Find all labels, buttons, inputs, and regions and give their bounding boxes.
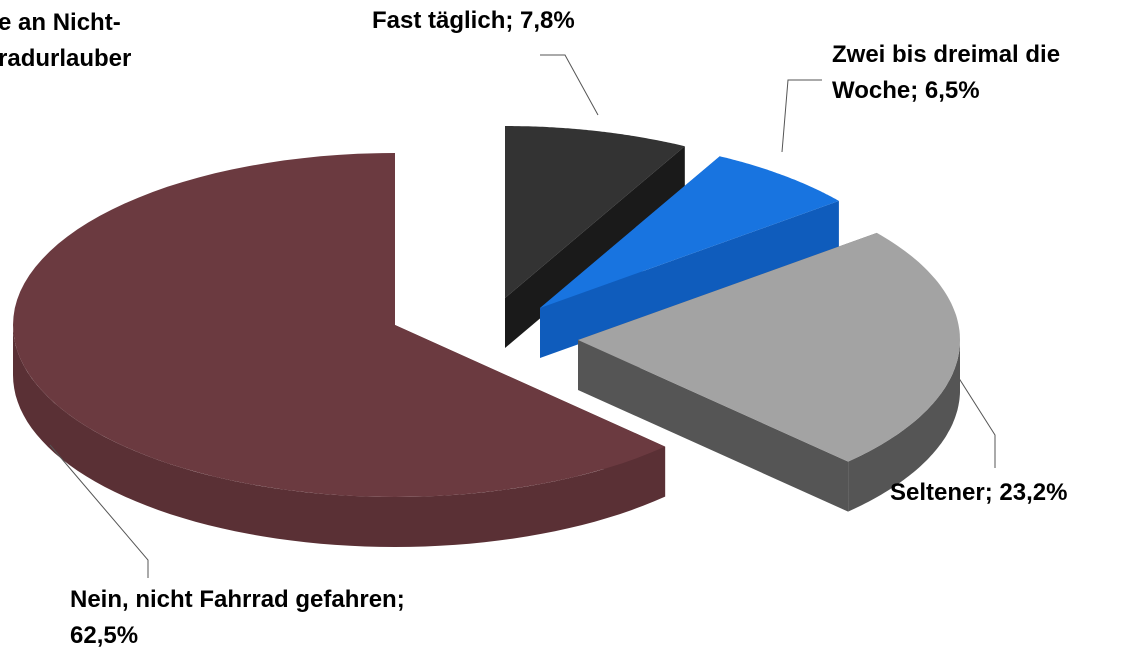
leader-line bbox=[540, 54, 599, 116]
chart-title: radurlauber bbox=[0, 45, 131, 72]
leader-line bbox=[781, 79, 822, 153]
slice-side bbox=[848, 340, 960, 512]
slice bbox=[505, 126, 685, 298]
leader-line bbox=[49, 444, 149, 578]
data-label: Nein, nicht Fahrrad gefahren; bbox=[70, 586, 405, 613]
slice-side bbox=[540, 200, 839, 358]
data-label: Zwei bis dreimal die bbox=[832, 41, 1060, 68]
pie bbox=[13, 126, 960, 547]
slice bbox=[578, 232, 960, 462]
slice-side bbox=[13, 325, 666, 547]
leader-line bbox=[954, 371, 996, 468]
slice bbox=[13, 153, 666, 497]
slice bbox=[540, 156, 839, 308]
data-label: Fast täglich; 7,8% bbox=[372, 7, 575, 34]
slice-side bbox=[578, 340, 849, 512]
slice-side bbox=[505, 146, 685, 348]
chart-title: e an Nicht- bbox=[0, 9, 121, 36]
data-label: Seltener; 23,2% bbox=[890, 479, 1067, 506]
data-label: 62,5% bbox=[70, 622, 138, 649]
data-label: Woche; 6,5% bbox=[832, 77, 980, 104]
